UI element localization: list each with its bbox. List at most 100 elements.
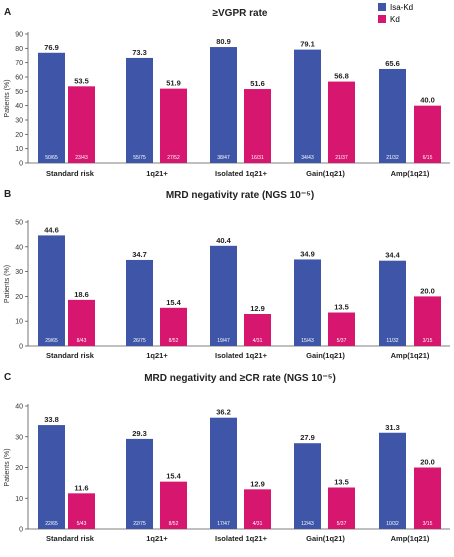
bar-isa-kd (210, 417, 237, 529)
bar-count-label: 22/65 (45, 521, 58, 527)
bar-value-label: 15.4 (166, 472, 181, 481)
bar-value-label: 44.6 (44, 225, 59, 234)
bar-count-label: 19/47 (217, 338, 230, 344)
bar-kd (328, 487, 355, 529)
bar-count-label: 50/65 (45, 155, 58, 161)
bar-isa-kd (210, 245, 237, 346)
bar-count-label: 27/52 (167, 155, 180, 161)
y-axis-label: Patients (%) (4, 265, 11, 303)
x-category-label: Isolated 1q21+ (215, 169, 268, 178)
y-tick-label: 0 (19, 161, 23, 168)
bar-count-label: 21/37 (335, 155, 348, 161)
bar-isa-kd (379, 68, 406, 163)
bar-count-label: 38/47 (217, 155, 230, 161)
bar-value-label: 56.8 (334, 72, 349, 81)
panel-title: MRD negativity and ≥CR rate (NGS 10⁻⁵) (144, 373, 336, 384)
y-tick-label: 40 (15, 404, 23, 411)
bar-isa-kd (379, 432, 406, 529)
bar-value-label: 53.5 (74, 76, 89, 85)
bar-value-label: 76.9 (44, 43, 59, 52)
bar-count-label: 29/65 (45, 338, 58, 344)
bar-count-label: 22/75 (133, 521, 146, 527)
x-category-label: 1q21+ (146, 169, 168, 178)
bar-count-label: 8/43 (77, 338, 87, 344)
bar-isa-kd (294, 259, 321, 346)
x-category-label: Gain(1q21) (306, 351, 345, 360)
bar-kd (244, 314, 271, 346)
x-category-label: Isolated 1q21+ (215, 351, 268, 360)
bar-count-label: 3/15 (423, 521, 433, 527)
bar-kd (68, 493, 95, 529)
bar-count-label: 23/43 (75, 155, 88, 161)
y-tick-label: 90 (15, 32, 23, 39)
panel-letter: A (4, 7, 11, 18)
bar-kd (414, 296, 441, 346)
y-axis-label: Patients (%) (4, 79, 11, 117)
bar-kd (414, 467, 441, 529)
y-tick-label: 0 (19, 344, 23, 351)
bar-count-label: 26/75 (133, 338, 146, 344)
bar-value-label: 15.4 (166, 298, 181, 307)
y-axis-label: Patients (%) (4, 448, 11, 486)
bar-value-label: 20.0 (420, 286, 435, 295)
y-tick-label: 70 (15, 60, 23, 67)
bar-value-label: 79.1 (300, 40, 315, 49)
bar-count-label: 12/43 (301, 521, 314, 527)
bar-count-label: 4/31 (253, 521, 263, 527)
bar-count-label: 11/32 (386, 338, 398, 344)
y-tick-label: 40 (15, 103, 23, 110)
bar-isa-kd (294, 49, 321, 163)
x-category-label: Standard risk (46, 169, 95, 178)
bar-count-label: 5/37 (337, 521, 347, 527)
bar-value-label: 33.8 (44, 415, 59, 424)
bar-value-label: 36.2 (216, 408, 231, 417)
bar-isa-kd (294, 443, 321, 529)
panel-title: MRD negativity rate (NGS 10⁻⁵) (166, 190, 314, 201)
bar-kd (68, 299, 95, 346)
bar-value-label: 12.9 (250, 479, 265, 488)
bar-count-label: 8/52 (169, 338, 179, 344)
y-tick-label: 30 (15, 434, 23, 441)
bar-count-label: 3/15 (423, 338, 433, 344)
x-category-label: Standard risk (46, 534, 95, 543)
bar-count-label: 5/43 (77, 521, 87, 527)
chart-panel-a: A ≥VGPR rate Patients (%) 0 10 20 30 40 50 60 70 80… (4, 7, 450, 178)
y-tick-label: 40 (15, 244, 23, 251)
bar-value-label: 11.6 (74, 483, 88, 492)
y-tick-label: 0 (19, 527, 23, 534)
bar-kd (244, 489, 271, 529)
bar-count-label: 15/43 (301, 338, 314, 344)
bar-kd (328, 81, 355, 163)
panel-letter: B (4, 189, 11, 200)
bar-count-label: 17/47 (217, 521, 230, 527)
bar-kd (244, 89, 271, 163)
y-tick-label: 10 (15, 496, 23, 503)
x-category-label: 1q21+ (146, 351, 168, 360)
bar-count-label: 21/32 (386, 155, 399, 161)
bar-value-label: 51.6 (250, 79, 265, 88)
y-tick-label: 20 (15, 465, 23, 472)
bar-count-label: 4/31 (253, 338, 263, 344)
bar-isa-kd (379, 260, 406, 346)
bar-value-label: 18.6 (74, 290, 89, 299)
bar-value-label: 65.6 (385, 59, 400, 68)
bar-value-label: 13.5 (334, 303, 349, 312)
chart-legend: Isa-Kd Kd (378, 3, 413, 24)
x-category-label: Gain(1q21) (306, 169, 345, 178)
y-tick-label: 50 (15, 220, 23, 227)
x-category-label: Gain(1q21) (306, 534, 345, 543)
bar-value-label: 34.7 (132, 250, 147, 259)
bar-value-label: 12.9 (250, 304, 265, 313)
bar-value-label: 27.9 (300, 433, 315, 442)
bar-isa-kd (38, 425, 65, 529)
bar-value-label: 73.3 (132, 48, 147, 57)
bar-value-label: 80.9 (216, 37, 231, 46)
x-category-label: Standard risk (46, 351, 95, 360)
bar-value-label: 34.4 (385, 251, 400, 260)
bar-value-label: 34.9 (300, 249, 315, 258)
bar-kd (160, 481, 187, 529)
bar-kd (160, 307, 187, 346)
panel-title: ≥VGPR rate (213, 8, 268, 19)
chart-panels: A ≥VGPR rate Patients (%) 0 10 20 30 40 50 60 70 80… (4, 7, 450, 543)
panel-letter: C (4, 372, 11, 383)
